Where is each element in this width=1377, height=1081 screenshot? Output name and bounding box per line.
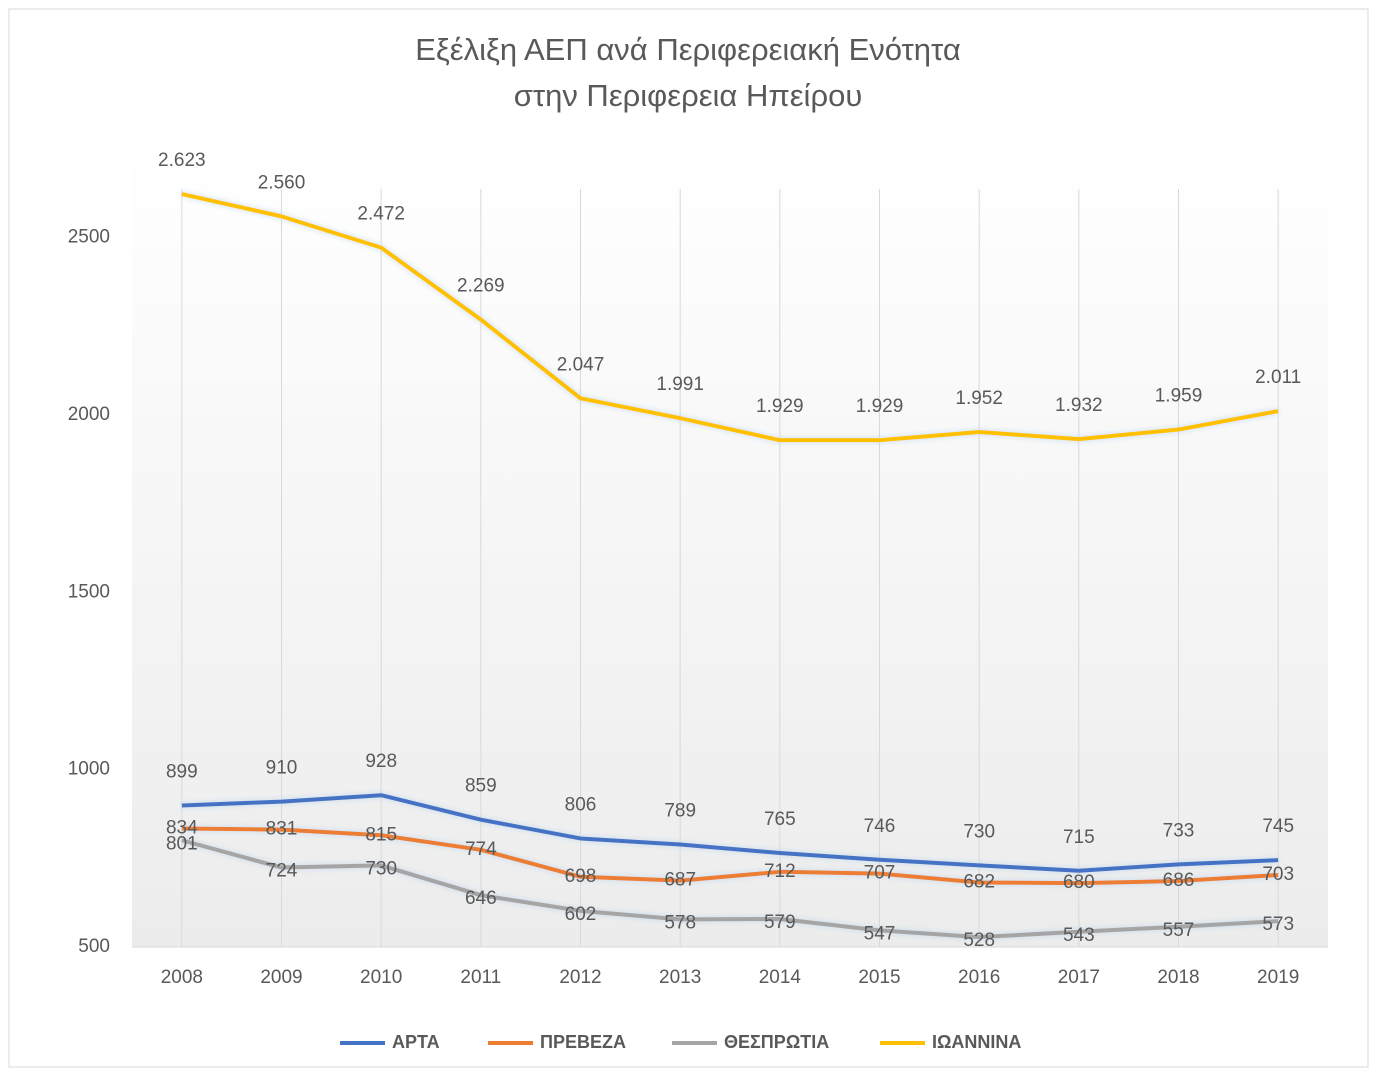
- data-label: 859: [465, 776, 497, 797]
- x-tick-label: 2017: [1058, 967, 1100, 988]
- data-label: 703: [1262, 864, 1294, 885]
- data-label: 899: [166, 762, 198, 783]
- x-tick-label: 2019: [1257, 967, 1299, 988]
- data-label: 801: [166, 833, 198, 854]
- series-line: [181, 826, 1279, 886]
- y-tick-label: 1000: [68, 759, 110, 780]
- y-tick-label: 2000: [68, 404, 110, 425]
- data-label: 543: [1063, 925, 1095, 946]
- data-label: 724: [266, 861, 298, 882]
- data-label: 1.991: [656, 374, 704, 395]
- x-tick-label: 2011: [460, 967, 501, 988]
- x-tick-label: 2009: [260, 967, 302, 988]
- data-label: 730: [365, 858, 397, 879]
- data-label: 2.269: [457, 276, 505, 297]
- data-label: 765: [764, 809, 796, 830]
- data-label: 557: [1163, 920, 1195, 941]
- data-label: 528: [963, 930, 995, 951]
- data-label: 715: [1063, 827, 1095, 848]
- data-label: 1.929: [756, 396, 804, 417]
- data-label: 733: [1163, 820, 1195, 841]
- x-tick-label: 2018: [1157, 967, 1199, 988]
- data-label: 1.932: [1055, 395, 1103, 416]
- data-label: 910: [266, 758, 298, 779]
- data-label: 686: [1163, 870, 1195, 891]
- data-label: 2.623: [158, 150, 206, 171]
- data-label: 815: [365, 824, 397, 845]
- data-label: 2.047: [557, 354, 605, 375]
- x-tick-label: 2008: [161, 967, 203, 988]
- data-label: 579: [764, 912, 796, 933]
- data-label: 746: [864, 816, 896, 837]
- data-label: 730: [963, 821, 995, 842]
- data-label: 2.560: [258, 172, 306, 193]
- plot-area: [132, 149, 1328, 947]
- series-line: [181, 793, 1279, 873]
- data-label: 806: [565, 794, 597, 815]
- series-line: [181, 192, 1279, 443]
- x-tick-label: 2010: [360, 967, 402, 988]
- data-label: 1.952: [955, 388, 1003, 409]
- data-label: 646: [465, 888, 497, 909]
- data-label: 789: [664, 801, 696, 822]
- x-tick-label: 2015: [858, 967, 900, 988]
- x-tick-label: 2014: [759, 967, 802, 988]
- chart-title: στην Περιφερεια Ηπείρου: [514, 78, 863, 113]
- data-label: 774: [465, 839, 497, 860]
- data-label: 573: [1262, 914, 1294, 935]
- legend-label: ΑΡΤΑ: [392, 1032, 440, 1052]
- legend-label: ΘΕΣΠΡΩΤΙΑ: [724, 1032, 829, 1052]
- data-label: 712: [764, 861, 796, 882]
- x-tick-label: 2016: [958, 967, 1000, 988]
- legend-label: ΙΩΑΝΝΙΝΑ: [932, 1032, 1021, 1052]
- data-label: 2.472: [357, 204, 405, 225]
- data-label: 682: [963, 871, 995, 892]
- series-line: [181, 838, 1279, 940]
- data-label: 928: [365, 751, 397, 772]
- x-tick-label: 2012: [559, 967, 601, 988]
- data-label: 578: [664, 912, 696, 933]
- data-label: 1.959: [1155, 386, 1203, 407]
- data-label: 698: [565, 866, 597, 887]
- x-tick-label: 2013: [659, 967, 701, 988]
- y-tick-label: 500: [78, 936, 110, 957]
- y-tick-label: 2500: [68, 227, 110, 248]
- data-label: 834: [166, 818, 198, 839]
- data-label: 687: [664, 870, 696, 891]
- legend-label: ΠΡΕΒΕΖΑ: [540, 1032, 626, 1052]
- y-tick-label: 1500: [68, 581, 110, 602]
- data-label: 680: [1063, 872, 1095, 893]
- data-label: 1.929: [856, 396, 904, 417]
- data-label: 707: [864, 863, 896, 884]
- data-label: 831: [266, 819, 298, 840]
- data-label: 547: [864, 923, 896, 944]
- data-label: 745: [1262, 816, 1294, 837]
- data-label: 2.011: [1255, 367, 1301, 388]
- data-label: 602: [565, 904, 597, 925]
- chart-title: Εξέλιξη ΑΕΠ ανά Περιφερειακή Ενότητα: [415, 32, 961, 67]
